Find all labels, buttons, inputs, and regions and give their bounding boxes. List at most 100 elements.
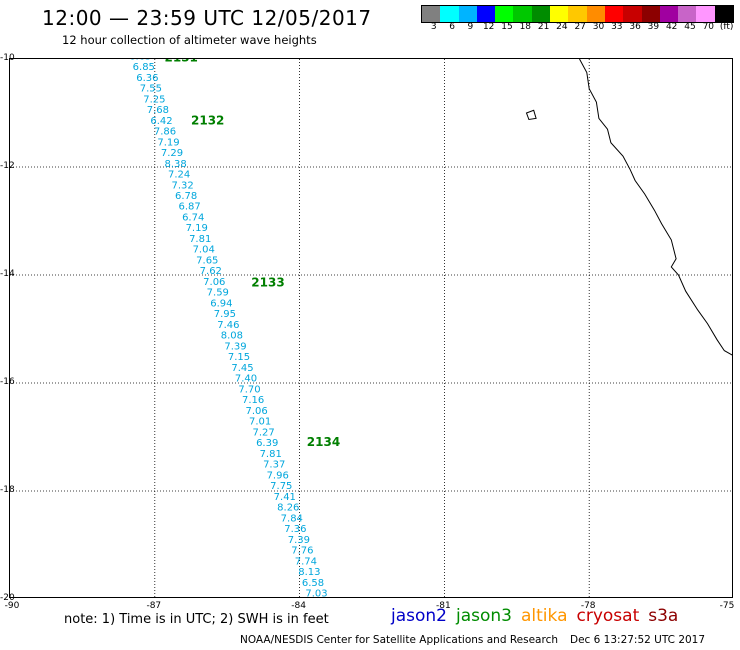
color-swatch [696, 6, 715, 22]
wave-height-label: 7.86 [154, 127, 176, 138]
color-swatch [678, 6, 697, 22]
legend-cryosat: cryosat [576, 606, 640, 626]
map-title: 12:00 — 23:59 UTC 12/05/2017 [42, 6, 372, 30]
wave-height-label: 7.96 [267, 470, 289, 481]
wave-height-label: 7.06 [203, 277, 225, 288]
wave-height-label: 7.19 [186, 223, 208, 234]
longitude-tick-label: -90 [4, 601, 20, 611]
wave-height-label: 7.03 [305, 589, 327, 598]
wave-height-label: 7.74 [295, 556, 317, 567]
color-swatch [513, 6, 532, 22]
map-frame[interactable]: 6.656.856.367.557.257.686.427.867.197.29… [9, 58, 733, 598]
credit-text: NOAA/NESDIS Center for Satellite Applica… [240, 634, 558, 646]
coastline [579, 59, 732, 356]
color-swatch [422, 6, 441, 22]
color-scale-label: 21 [537, 22, 550, 32]
color-scale-label: (ft) [719, 22, 734, 32]
wave-height-label: 7.06 [245, 406, 267, 417]
color-swatch [458, 6, 477, 22]
longitude-tick-label: -75 [719, 601, 735, 611]
latitude-tick-label: -12 [0, 161, 15, 171]
latitude-tick-label: -18 [0, 485, 15, 495]
color-scale-label: 36 [629, 22, 641, 32]
color-scale-label: 15 [501, 22, 513, 32]
wave-height-label: 7.16 [242, 395, 264, 406]
wave-height-label: 7.39 [224, 341, 246, 352]
wave-height-label: 7.25 [143, 94, 165, 105]
wave-height-label: 7.24 [168, 170, 190, 181]
wave-height-label: 7.70 [238, 384, 260, 395]
color-scale-label: 45 [684, 22, 696, 32]
wave-height-label: 8.38 [164, 159, 186, 170]
wave-height-label: 7.95 [214, 309, 236, 320]
longitude-tick-label: -78 [580, 601, 596, 611]
longitude-tick-label: -87 [146, 601, 162, 611]
wave-height-label: 6.58 [302, 578, 324, 589]
color-swatch [586, 6, 605, 22]
map-subtitle: 12 hour collection of altimeter wave hei… [62, 33, 317, 47]
wave-height-label: 7.81 [260, 449, 282, 460]
wave-height-label: 7.76 [291, 546, 313, 557]
color-scale-labels: 3 6 9 12 15 18 21 24 27 30 33 36 39 42 45 70 (ft) [421, 22, 740, 34]
color-scale-label: 70 [702, 22, 715, 32]
pass-number-label: 2133 [251, 276, 284, 290]
color-scale-label: 30 [592, 22, 605, 32]
color-swatch [659, 6, 679, 22]
wave-height-label: 6.85 [133, 62, 155, 73]
color-swatch [641, 6, 660, 22]
color-swatch [568, 6, 587, 22]
wave-height-label: 7.19 [157, 137, 179, 148]
longitude-tick-label: -84 [291, 601, 306, 611]
wave-height-label: 7.36 [284, 524, 306, 535]
wave-height-label: 7.40 [235, 374, 257, 385]
wave-height-label: 7.81 [189, 234, 211, 245]
wave-height-label: 6.42 [150, 116, 172, 127]
color-swatch [495, 6, 514, 22]
pass-number-label: 2131 [165, 59, 198, 64]
wave-height-label: 7.75 [270, 481, 292, 492]
satellite-legend: jason2 jason3 altika cryosat s3a [391, 606, 687, 626]
color-swatch [623, 6, 642, 22]
color-swatch [550, 6, 569, 22]
wave-height-label: 7.27 [252, 427, 274, 438]
wave-height-label: 6.36 [136, 73, 158, 84]
pass-number-label: 2132 [191, 114, 224, 128]
legend-s3a: s3a [648, 606, 679, 626]
wave-height-label: 7.01 [249, 417, 271, 428]
wave-height-label: 7.32 [171, 180, 193, 191]
legend-jason2: jason2 [391, 606, 447, 626]
latitude-tick-label: -20 [0, 593, 15, 603]
color-scale-label: 6 [449, 22, 455, 32]
color-swatch [714, 6, 734, 22]
color-swatch [531, 6, 551, 22]
wave-height-label: 8.08 [221, 331, 243, 342]
generated-timestamp: Dec 6 13:27:52 UTC 2017 [570, 634, 706, 646]
color-scale-label: 12 [482, 22, 495, 32]
wave-height-label: 7.04 [193, 245, 215, 256]
color-swatch [440, 6, 459, 22]
island-outline [525, 109, 537, 121]
wave-height-label: 7.84 [281, 513, 303, 524]
credit-line: NOAA/NESDIS Center for Satellite Applica… [240, 634, 705, 646]
wave-height-label: 7.29 [161, 148, 183, 159]
legend-jason3: jason3 [456, 606, 512, 626]
wave-height-label: 8.13 [298, 567, 320, 578]
legend-altika: altika [521, 606, 568, 626]
color-scale-label: 3 [430, 22, 437, 32]
color-scale-bar [421, 5, 735, 23]
wave-height-label: 7.65 [196, 256, 218, 267]
wave-height-label: 6.65 [129, 59, 151, 62]
color-scale-label: 27 [574, 22, 586, 32]
color-scale-label: 33 [611, 22, 623, 32]
color-swatch [604, 6, 624, 22]
wave-height-label: 6.39 [256, 438, 278, 449]
wave-height-label: 7.62 [200, 266, 222, 277]
units-note: note: 1) Time is in UTC; 2) SWH is in fe… [64, 612, 329, 627]
pass-number-label: 2134 [307, 435, 340, 449]
latitude-tick-label: -14 [0, 269, 15, 279]
wave-height-label: 7.15 [228, 352, 250, 363]
wave-height-label: 7.46 [217, 320, 239, 331]
wave-height-label: 7.41 [274, 492, 296, 503]
latitude-tick-label: -16 [0, 377, 15, 387]
color-scale-label: 18 [519, 22, 532, 32]
